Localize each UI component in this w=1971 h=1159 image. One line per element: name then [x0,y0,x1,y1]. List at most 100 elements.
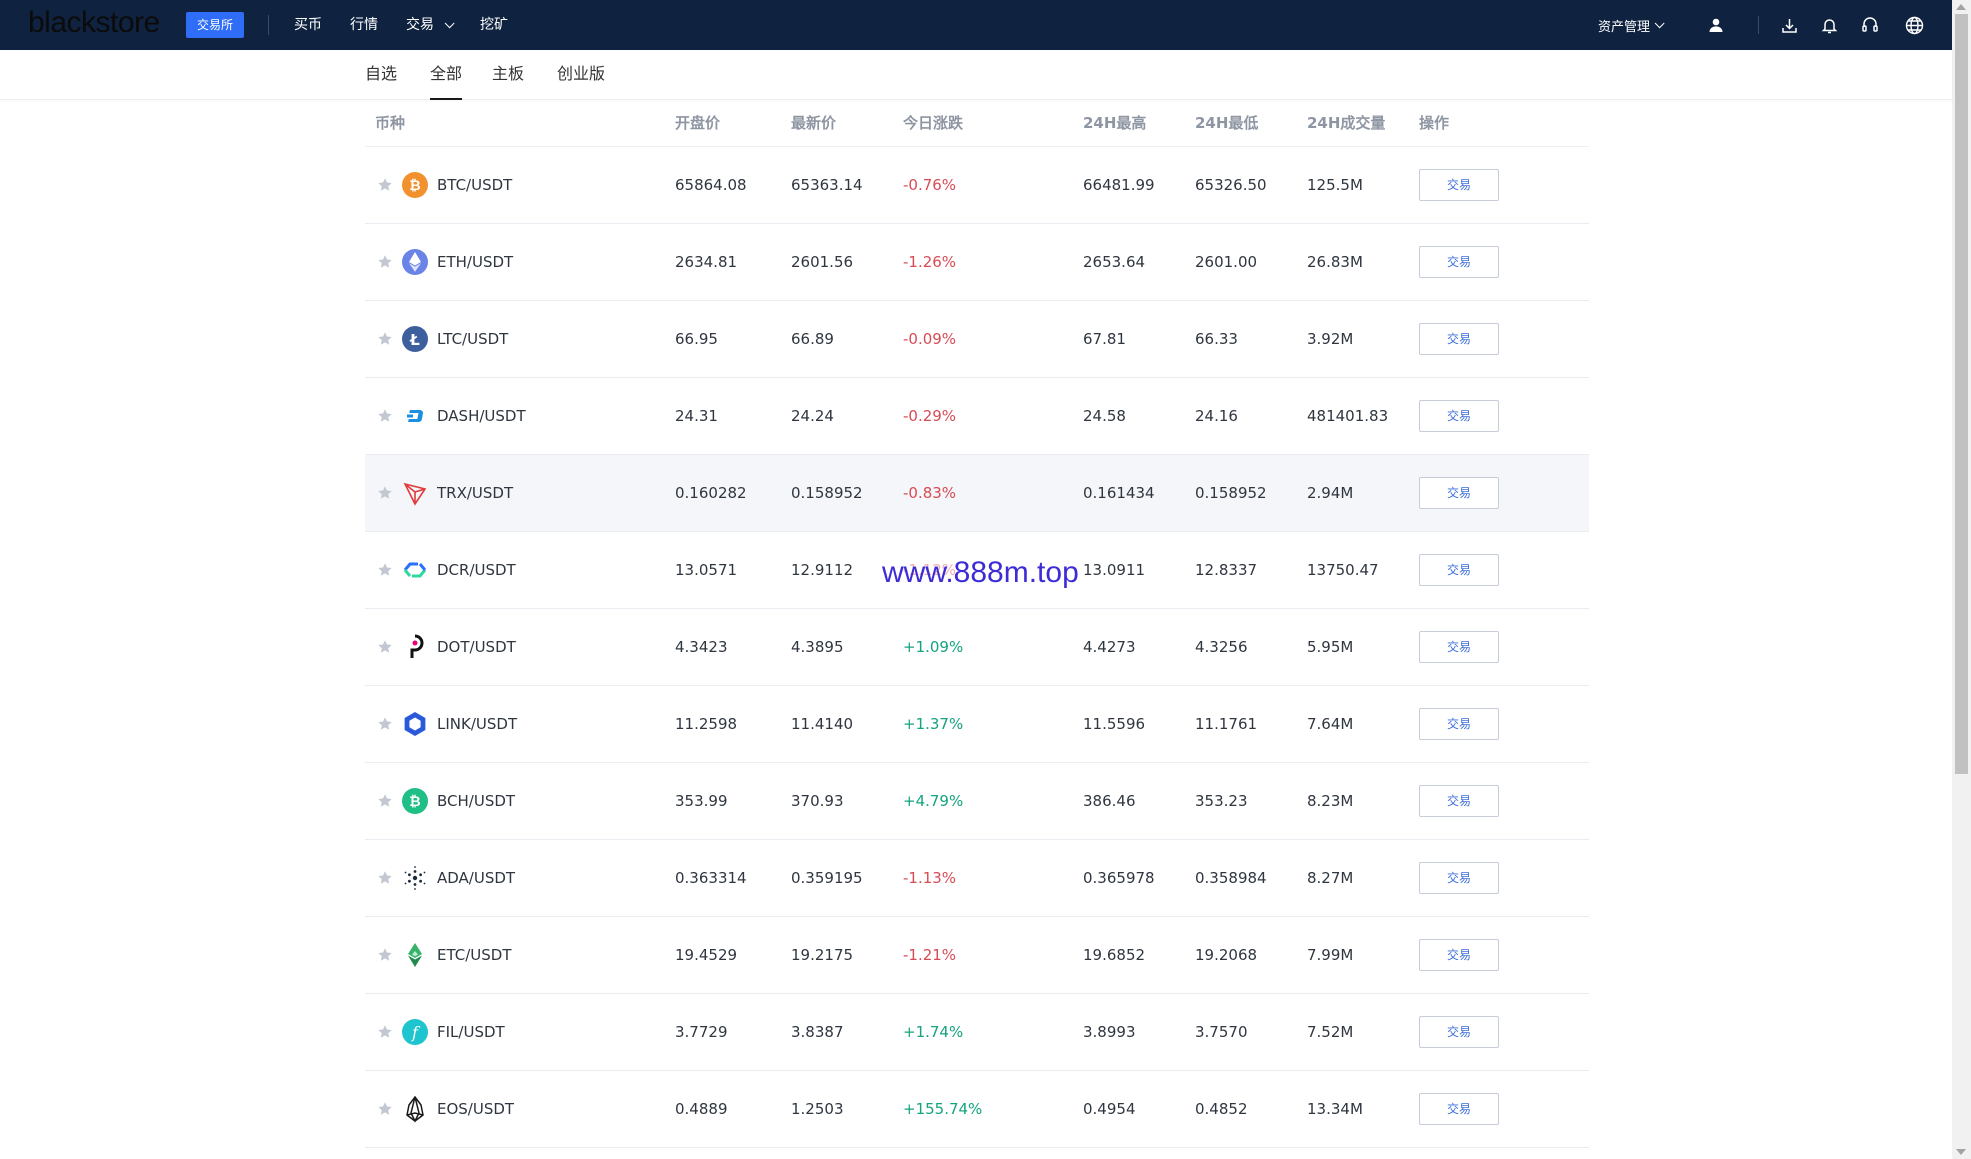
favorite-star-icon[interactable] [377,254,393,270]
volume-24h: 481401.83 [1307,407,1389,425]
table-row[interactable]: ETC/USDT 19.4529 19.2175 -1.21% 19.6852 19.20… [365,917,1589,994]
tab-main-board[interactable]: 主板 [492,64,525,83]
table-row[interactable]: TRX/USDT 0.160282 0.158952 -0.83% 0.161434 0.… [365,455,1589,532]
last-price: 19.2175 [791,946,854,964]
svg-text:₿: ₿ [409,794,420,810]
favorite-star-icon[interactable] [377,177,393,193]
headset-icon[interactable] [1861,0,1879,50]
favorite-star-icon[interactable] [377,716,393,732]
table-row[interactable]: ADA/USDT 0.363314 0.359195 -1.13% 0.365978 0.… [365,840,1589,917]
table-row[interactable]: ₿ BCH/USDT 353.99 370.93 +4.79% 386.46 353.23 8… [365,763,1589,840]
pair-name[interactable]: DCR/USDT [437,561,516,579]
pair-name[interactable]: LINK/USDT [437,715,518,733]
volume-24h: 8.27M [1307,869,1354,887]
pair-name[interactable]: BCH/USDT [437,792,516,810]
last-price: 4.3895 [791,638,844,656]
table-row[interactable]: f FIL/USDT 3.7729 3.8387 +1.74% 3.8993 3.7570 7… [365,994,1589,1071]
table-row[interactable]: EOS/USDT 0.4889 1.2503 +155.74% 0.4954 0.4852… [365,1071,1589,1148]
brand-logo[interactable]: blackstore [28,6,160,39]
low-24h: 2601.00 [1195,253,1258,271]
pair-name[interactable]: LTC/USDT [437,330,509,348]
page-scrollbar[interactable] [1952,0,1971,1159]
trade-button[interactable]: 交易 [1419,862,1499,894]
table-row[interactable]: DCR/USDT13.057112.9112-1.12%13.091112.83… [365,532,1589,609]
pair-name[interactable]: EOS/USDT [437,1100,515,1118]
change-percent: -0.76% [903,176,957,194]
high-24h: 386.46 [1083,792,1136,810]
trade-button[interactable]: 交易 [1419,554,1499,586]
pair-name[interactable]: TRX/USDT [437,484,514,502]
table-row[interactable]: LINK/USDT 11.2598 11.4140 +1.37% 11.5596 11.1… [365,686,1589,763]
pair-name[interactable]: FIL/USDT [437,1023,505,1041]
favorite-star-icon[interactable] [377,1024,393,1040]
svg-text:Ł: Ł [409,331,420,349]
nav-item-buy[interactable]: 买币 [294,0,322,50]
open-price: 24.31 [675,407,718,425]
low-24h: 3.7570 [1195,1023,1248,1041]
scroll-down-arrow-icon[interactable] [1956,1149,1966,1155]
dot-icon [401,633,429,661]
user-icon[interactable] [1708,0,1724,50]
pair-name[interactable]: BTC/USDT [437,176,513,194]
table-row[interactable]: Ł LTC/USDT 66.95 66.89 -0.09% 67.81 66.33 3.92M… [365,301,1589,378]
watermark-text: www.888m.top [880,556,1081,590]
trade-button[interactable]: 交易 [1419,323,1499,355]
open-price: 13.0571 [675,561,738,579]
tab-growth-board[interactable]: 创业版 [557,64,606,83]
trade-button[interactable]: 交易 [1419,785,1499,817]
favorite-star-icon[interactable] [377,562,393,578]
header-open: 开盘价 [675,114,721,132]
ada-icon [401,864,429,892]
nav-divider [268,15,269,35]
trade-button[interactable]: 交易 [1419,631,1499,663]
nav-item-markets[interactable]: 行情 [350,0,378,50]
top-nav: blackstore 交易所 买币 行情 交易 挖矿 资产管理 [0,0,1952,50]
asset-management-menu[interactable]: 资产管理 [1598,0,1665,50]
trade-button[interactable]: 交易 [1419,708,1499,740]
scroll-up-arrow-icon[interactable] [1956,4,1966,10]
btc-icon: ₿ [401,171,429,199]
trade-button[interactable]: 交易 [1419,400,1499,432]
favorite-star-icon[interactable] [377,408,393,424]
svg-text:f: f [411,1023,421,1042]
trade-button[interactable]: 交易 [1419,477,1499,509]
nav-item-mining[interactable]: 挖矿 [480,0,508,50]
open-price: 4.3423 [675,638,728,656]
tab-favorites[interactable]: 自选 [365,64,398,83]
high-24h: 4.4273 [1083,638,1136,656]
globe-icon[interactable] [1905,0,1924,50]
pair-name[interactable]: DOT/USDT [437,638,516,656]
trade-button[interactable]: 交易 [1419,169,1499,201]
bell-icon[interactable] [1821,0,1838,50]
favorite-star-icon[interactable] [377,947,393,963]
change-percent: +1.09% [903,638,964,656]
trade-button[interactable]: 交易 [1419,1016,1499,1048]
low-24h: 0.158952 [1195,484,1267,502]
trade-button[interactable]: 交易 [1419,246,1499,278]
favorite-star-icon[interactable] [377,485,393,501]
pair-name[interactable]: ETH/USDT [437,253,514,271]
table-row[interactable]: DASH/USDT 24.31 24.24 -0.29% 24.58 24.16 48140… [365,378,1589,455]
open-price: 65864.08 [675,176,747,194]
pair-name[interactable]: DASH/USDT [437,407,526,425]
favorite-star-icon[interactable] [377,1101,393,1117]
pair-name[interactable]: ETC/USDT [437,946,512,964]
tab-all[interactable]: 全部 [430,50,463,100]
trade-button[interactable]: 交易 [1419,1093,1499,1125]
exchange-button[interactable]: 交易所 [186,12,245,38]
table-row[interactable]: ETH/USDT 2634.81 2601.56 -1.26% 2653.64 2601.… [365,224,1589,301]
nav-item-trade[interactable]: 交易 [406,0,455,50]
scrollbar-thumb[interactable] [1955,14,1968,774]
favorite-star-icon[interactable] [377,870,393,886]
table-row[interactable]: ₿ BTC/USDT 65864.08 65363.14 -0.76% 66481.99 6… [365,147,1589,224]
trade-button[interactable]: 交易 [1419,939,1499,971]
download-icon[interactable] [1781,0,1798,50]
change-percent: -0.09% [903,330,957,348]
table-row[interactable]: DOT/USDT 4.3423 4.3895 +1.09% 4.4273 4.3256 5.… [365,609,1589,686]
low-24h: 19.2068 [1195,946,1258,964]
pair-name[interactable]: ADA/USDT [437,869,516,887]
last-price: 24.24 [791,407,834,425]
favorite-star-icon[interactable] [377,793,393,809]
favorite-star-icon[interactable] [377,639,393,655]
favorite-star-icon[interactable] [377,331,393,347]
